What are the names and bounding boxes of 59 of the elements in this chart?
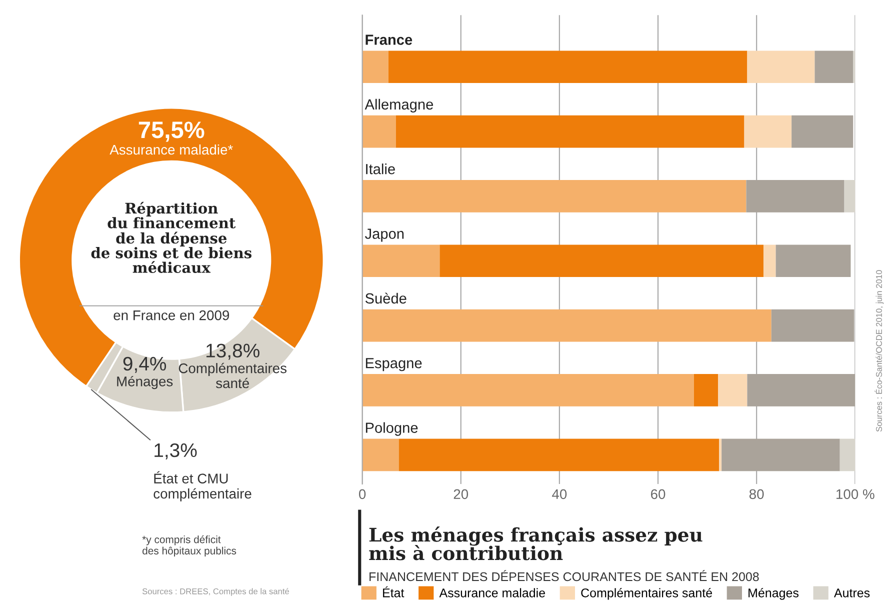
text: *y compris déficit des hôpitaux publics bbox=[142, 535, 236, 557]
x-tick-label: 40 bbox=[552, 489, 567, 500]
bar bbox=[814, 50, 854, 84]
y-tick-label: France bbox=[366, 34, 412, 45]
bar bbox=[719, 438, 722, 472]
y-tick-label: Allemagne bbox=[364, 98, 434, 112]
x-tick-label: 80 bbox=[749, 489, 764, 500]
bar bbox=[362, 180, 746, 212]
bar bbox=[362, 50, 388, 84]
legend-label: Assurance maladie bbox=[439, 588, 545, 598]
text: en France en 2009 bbox=[114, 310, 230, 320]
bar bbox=[362, 374, 694, 406]
bar bbox=[362, 244, 440, 278]
bar bbox=[792, 115, 854, 148]
bar bbox=[776, 244, 851, 278]
x-tick-label: 60 bbox=[650, 489, 666, 500]
bar bbox=[747, 50, 815, 84]
bar bbox=[398, 438, 720, 472]
text: FINANCEMENT DES DÉPENSES COURANTES DE SANTÉ EN 2008 bbox=[370, 570, 759, 582]
source-note: Sources : DREES, Comptes de la santé bbox=[142, 588, 289, 596]
bar bbox=[362, 115, 396, 148]
data-label: 75,5% bbox=[138, 122, 204, 142]
y-tick-label: Japon bbox=[364, 228, 404, 242]
data-label: 13,8% bbox=[206, 344, 260, 360]
bar bbox=[744, 115, 792, 148]
text: Répartition du financement de la dépense de soins et de biens médicaux bbox=[91, 202, 252, 274]
bar bbox=[694, 374, 718, 406]
legend-label: Ménages bbox=[748, 588, 799, 600]
bar bbox=[747, 374, 856, 406]
slice-label: Assurance maladie* bbox=[110, 144, 233, 155]
y-tick-label: Pologne bbox=[366, 422, 418, 436]
bar bbox=[396, 115, 744, 148]
data-label: 1,3% bbox=[154, 443, 197, 460]
x-tick-label: 0 bbox=[358, 489, 366, 500]
bar bbox=[844, 180, 856, 212]
bar bbox=[388, 50, 748, 84]
bar bbox=[840, 438, 856, 472]
text: Les ménages français assez peu mis à contribution bbox=[369, 526, 702, 560]
slice-label: Complémentaires santé bbox=[178, 362, 287, 388]
source-note: Sources : Éco-Santé/OCDE 2010, juin 2010 bbox=[874, 270, 884, 432]
bar bbox=[362, 438, 399, 472]
bar bbox=[763, 244, 776, 278]
bar bbox=[771, 309, 854, 342]
legend-label: État bbox=[383, 586, 404, 598]
bar bbox=[746, 180, 844, 212]
data-label: 9,4% bbox=[123, 356, 166, 373]
x-tick-label: 100 % bbox=[836, 489, 874, 500]
x-tick-label: 20 bbox=[454, 489, 468, 500]
y-tick-label: Suède bbox=[365, 292, 406, 304]
slice-label: État et CMU complémentaire bbox=[154, 471, 252, 502]
y-tick-label: Espagne bbox=[366, 358, 422, 372]
slice-label: Ménages bbox=[117, 376, 173, 390]
bar bbox=[722, 438, 840, 472]
legend-label: Autres bbox=[834, 588, 870, 598]
legend-label: Complémentaires santé bbox=[581, 588, 712, 600]
bar bbox=[362, 309, 772, 342]
y-tick-label: Italie bbox=[366, 164, 395, 174]
bar bbox=[440, 244, 764, 278]
bar bbox=[718, 374, 748, 406]
